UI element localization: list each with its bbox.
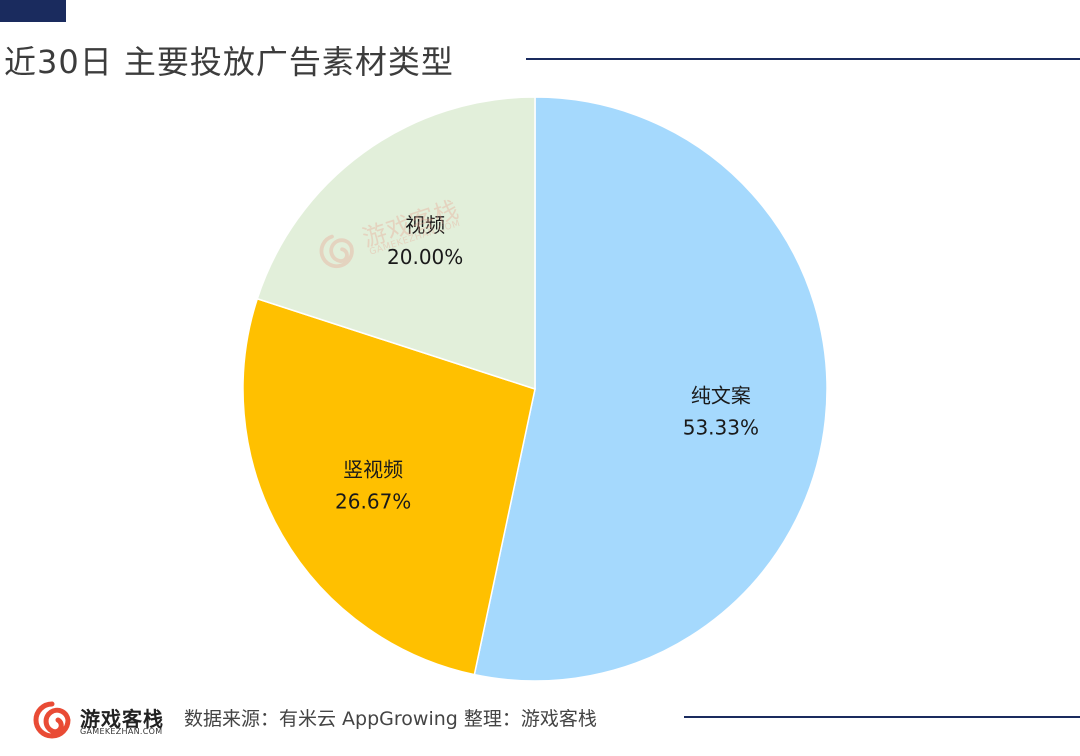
title-rule (526, 58, 1080, 60)
watermark: 游戏客栈 GAMEKEZHAN.COM (307, 163, 509, 288)
slice-percent-label-0: 53.33% (683, 416, 759, 440)
slice-name-label-1: 竖视频 (343, 457, 403, 481)
slice-percent-label-2: 20.00% (387, 245, 463, 269)
footer-domain: GAMEKEZHAN.COM (80, 727, 163, 736)
footer-brand: 游戏客栈 (80, 707, 164, 731)
slice-percent-label-1: 26.67% (335, 489, 411, 513)
swirl-logo-icon (319, 234, 354, 269)
corner-accent-block (0, 0, 66, 22)
pie-slice-0 (473, 96, 828, 682)
slice-name-label-0: 纯文案 (691, 384, 751, 408)
swirl-logo-icon (33, 701, 71, 739)
pie-slice-2 (256, 96, 536, 391)
page-title: 近30日 主要投放广告素材类型 (4, 43, 454, 81)
footer-rule (684, 716, 1080, 718)
pie-slice-1 (242, 297, 536, 676)
footer-source: 数据来源：有米云 AppGrowing 整理：游戏客栈 (184, 708, 597, 730)
slice-name-label-2: 视频 (405, 213, 445, 237)
